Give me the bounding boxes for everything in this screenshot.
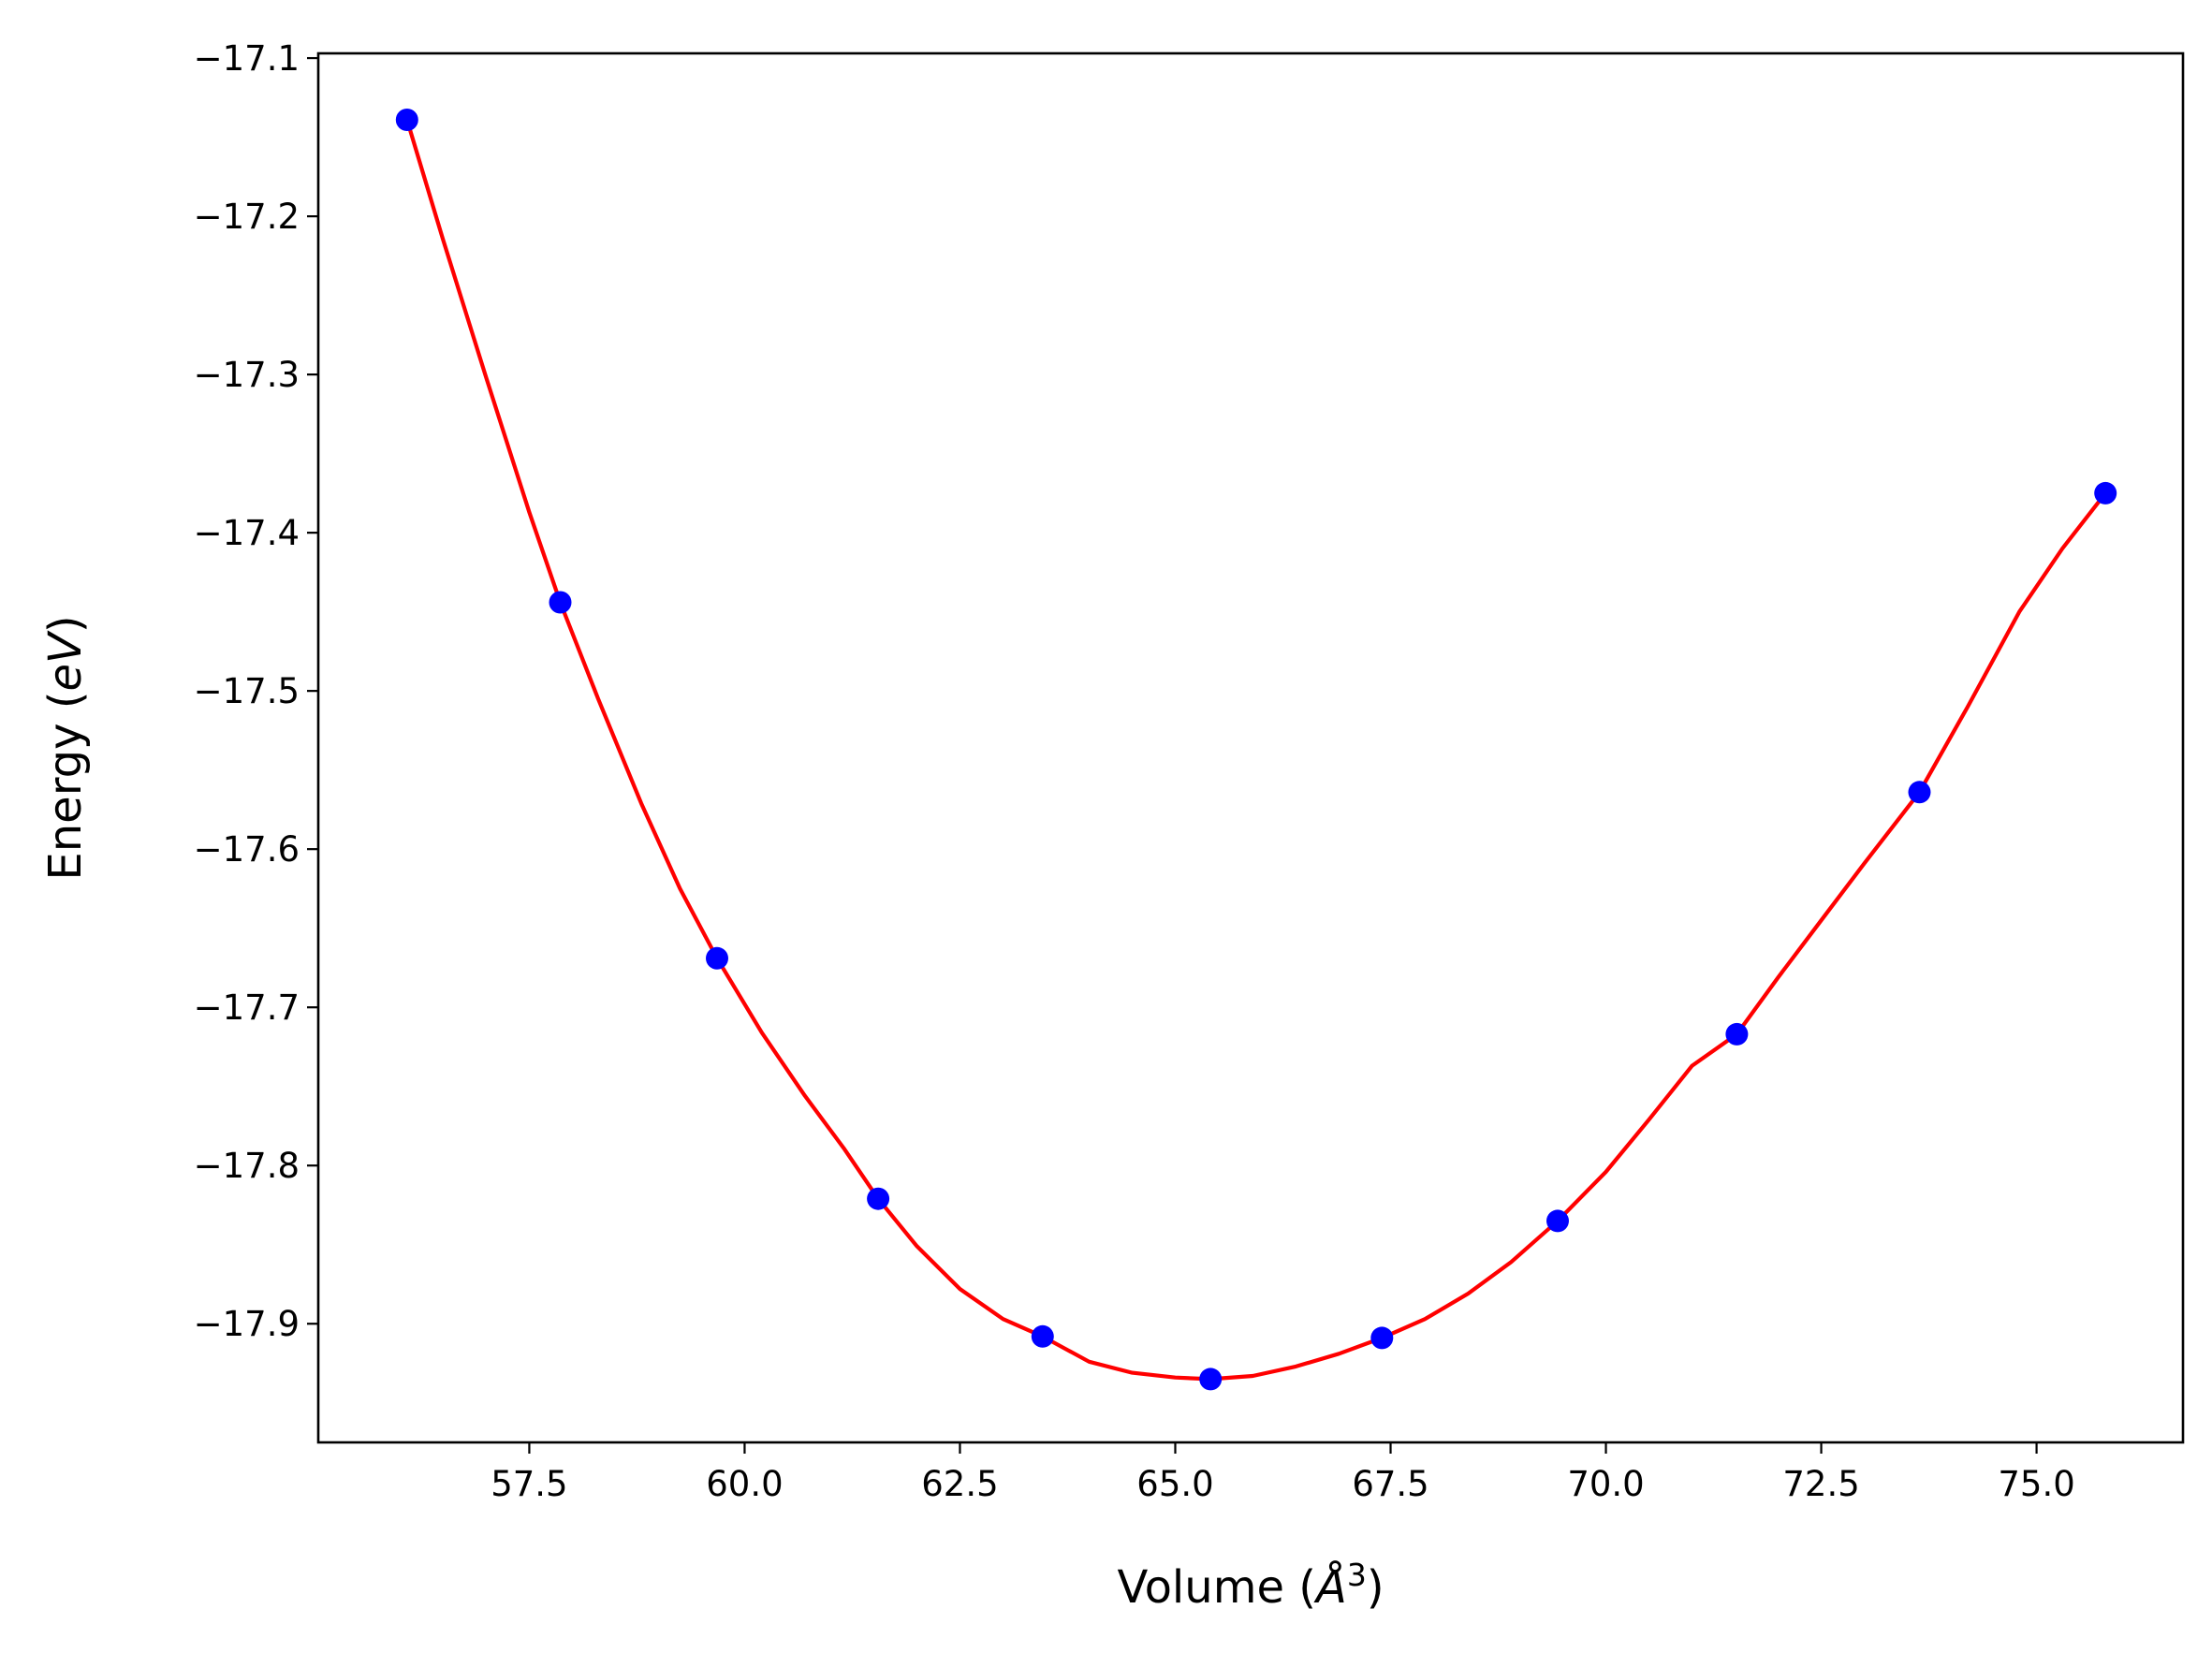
data-point (1546, 1209, 1569, 1233)
data-point (395, 109, 418, 131)
y-tick-label: −17.5 (194, 671, 300, 711)
data-point (549, 591, 572, 614)
x-tick-label: 70.0 (1567, 1464, 1644, 1504)
y-tick-label: −17.2 (194, 197, 300, 237)
data-point (1725, 1022, 1749, 1046)
x-axis-unit: Å (1313, 1560, 1347, 1614)
plot-frame (316, 51, 2185, 1444)
y-tick-label: −17.3 (194, 355, 300, 395)
y-tick-label: −17.6 (194, 829, 300, 870)
x-tick-label: 62.5 (921, 1464, 998, 1504)
data-point (867, 1187, 890, 1210)
x-tick-label: 67.5 (1352, 1464, 1428, 1504)
data-point (2094, 481, 2117, 505)
x-axis: 57.5 60.0 62.5 65.0 67.5 70.0 72.5 75.0 (491, 1442, 2075, 1504)
y-axis-title: Energy (eV) (39, 615, 92, 880)
data-point (1199, 1368, 1223, 1391)
x-axis-label: Volume (1117, 1561, 1284, 1614)
x-tick-label: 57.5 (491, 1464, 567, 1504)
y-axis: −17.1 −17.2 −17.3 −17.4 −17.5 −17.6 −17.7 −17.8… (194, 38, 318, 1344)
data-point (1031, 1324, 1054, 1348)
y-tick-label: −17.9 (194, 1304, 300, 1344)
data-point (706, 946, 728, 970)
x-tick-label: 72.5 (1782, 1464, 1859, 1504)
y-axis-unit: eV (39, 630, 92, 692)
x-axis-unit-exponent: 3 (1347, 1557, 1367, 1593)
x-axis-title: Volume (Å3) (1117, 1557, 1384, 1614)
x-tick-label: 65.0 (1136, 1464, 1213, 1504)
y-tick-label: −17.8 (194, 1146, 300, 1186)
y-tick-label: −17.7 (194, 987, 300, 1028)
y-axis-label: Energy (39, 724, 92, 881)
plot-layer (395, 109, 2117, 1391)
data-point (1370, 1326, 1394, 1350)
data-point (1908, 781, 1931, 804)
y-tick-label: −17.1 (194, 38, 300, 79)
y-tick-label: −17.4 (194, 513, 300, 553)
x-tick-label: 75.0 (1998, 1464, 2074, 1504)
x-tick-label: 60.0 (706, 1464, 783, 1504)
